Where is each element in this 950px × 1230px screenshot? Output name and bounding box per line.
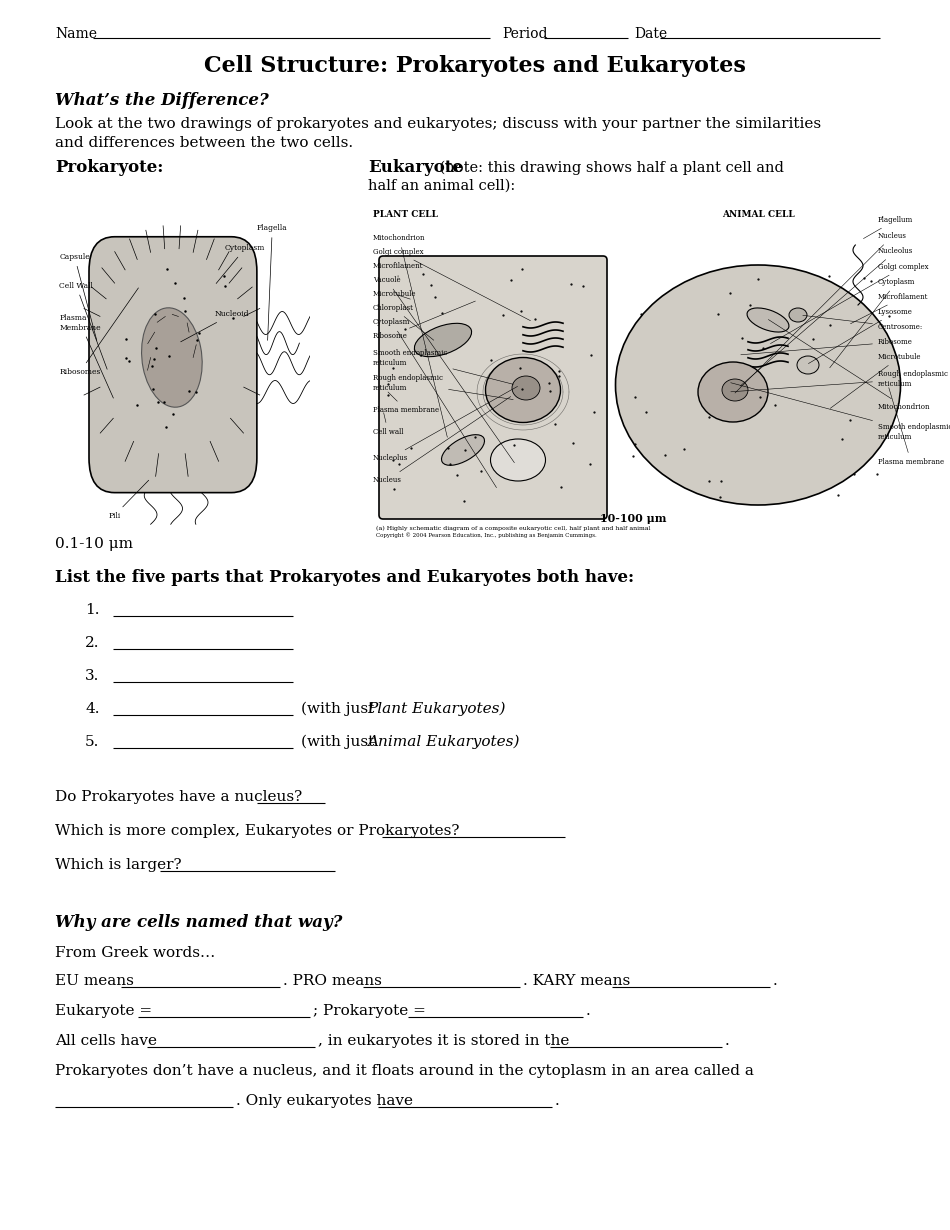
Text: .: . bbox=[586, 1004, 591, 1018]
Text: Microfilament: Microfilament bbox=[850, 293, 928, 323]
Text: Nucleus: Nucleus bbox=[735, 232, 907, 394]
Text: Which is larger?: Which is larger? bbox=[55, 859, 181, 872]
Text: Period: Period bbox=[502, 27, 547, 41]
Text: . PRO means: . PRO means bbox=[283, 974, 382, 988]
Text: .: . bbox=[773, 974, 778, 988]
Text: Nucleolus: Nucleolus bbox=[740, 247, 913, 386]
Text: 4.: 4. bbox=[85, 702, 100, 716]
Text: Pili: Pili bbox=[108, 480, 149, 519]
Text: (a) Highly schematic diagram of a composite eukaryotic cell, half plant and half: (a) Highly schematic diagram of a compos… bbox=[376, 525, 651, 531]
Text: What’s the Difference?: What’s the Difference? bbox=[55, 92, 269, 109]
Text: Chloroplast: Chloroplast bbox=[373, 304, 434, 341]
Text: Microfilament: Microfilament bbox=[373, 262, 424, 277]
Text: 2.: 2. bbox=[85, 636, 100, 649]
Ellipse shape bbox=[512, 376, 540, 400]
Text: Name: Name bbox=[55, 27, 97, 41]
Text: Ribosomes: Ribosomes bbox=[59, 288, 139, 376]
Text: EU means: EU means bbox=[55, 974, 134, 988]
Text: , in eukaryotes it is stored in the: , in eukaryotes it is stored in the bbox=[318, 1034, 569, 1048]
Text: Flagellum: Flagellum bbox=[864, 216, 913, 239]
Text: Which is more complex, Eukaryotes or Prokaryotes?: Which is more complex, Eukaryotes or Pro… bbox=[55, 824, 460, 838]
Text: Lysosome: Lysosome bbox=[808, 308, 913, 364]
Ellipse shape bbox=[722, 379, 748, 401]
Text: Ribosome: Ribosome bbox=[741, 338, 913, 354]
Text: Eukaryote =: Eukaryote = bbox=[55, 1004, 152, 1018]
Text: Look at the two drawings of prokaryotes and eukaryotes; discuss with your partne: Look at the two drawings of prokaryotes … bbox=[55, 117, 821, 132]
Text: Plasma membrane: Plasma membrane bbox=[878, 387, 944, 466]
Text: . KARY means: . KARY means bbox=[523, 974, 630, 988]
Text: (with just: (with just bbox=[301, 734, 379, 749]
Text: Date: Date bbox=[634, 27, 667, 41]
Text: Vacuole: Vacuole bbox=[373, 276, 514, 462]
Ellipse shape bbox=[797, 355, 819, 374]
Text: 5.: 5. bbox=[85, 736, 100, 749]
Text: . Only eukaryotes have: . Only eukaryotes have bbox=[236, 1093, 413, 1108]
Text: (note: this drawing shows half a plant cell and: (note: this drawing shows half a plant c… bbox=[435, 161, 784, 175]
Text: Nucleoid: Nucleoid bbox=[180, 310, 249, 342]
Text: From Greek words…: From Greek words… bbox=[55, 946, 216, 959]
Text: Cell Structure: Prokaryotes and Eukaryotes: Cell Structure: Prokaryotes and Eukaryot… bbox=[204, 55, 746, 77]
Text: Mitochondrion: Mitochondrion bbox=[769, 320, 930, 411]
Text: Nucleus: Nucleus bbox=[373, 396, 511, 483]
Text: Nucleolus: Nucleolus bbox=[373, 386, 518, 462]
Text: .: . bbox=[725, 1034, 730, 1048]
Text: Animal Eukaryotes): Animal Eukaryotes) bbox=[367, 734, 520, 749]
Text: Rough endoplasmic
reticulum: Rough endoplasmic reticulum bbox=[373, 374, 513, 400]
Text: Ribosome: Ribosome bbox=[373, 301, 475, 339]
Text: Eukaryote: Eukaryote bbox=[368, 159, 463, 176]
Ellipse shape bbox=[698, 362, 768, 422]
Text: Microtubule: Microtubule bbox=[830, 353, 921, 408]
Text: Cytoplasm: Cytoplasm bbox=[217, 245, 265, 283]
Text: Cell wall: Cell wall bbox=[373, 413, 404, 435]
Text: Do Prokaryotes have a nucleus?: Do Prokaryotes have a nucleus? bbox=[55, 790, 302, 804]
Text: ; Prokaryote =: ; Prokaryote = bbox=[313, 1004, 426, 1018]
Text: PLANT CELL: PLANT CELL bbox=[373, 210, 438, 219]
Text: Cytoplasm: Cytoplasm bbox=[373, 319, 497, 487]
Ellipse shape bbox=[485, 358, 560, 422]
Text: List the five parts that Prokaryotes and Eukaryotes both have:: List the five parts that Prokaryotes and… bbox=[55, 569, 635, 585]
Text: Rough endoplasmic
reticulum: Rough endoplasmic reticulum bbox=[731, 370, 948, 392]
Text: Prokaryote:: Prokaryote: bbox=[55, 159, 163, 176]
Text: 3.: 3. bbox=[85, 669, 100, 683]
Text: 10-100 μm: 10-100 μm bbox=[599, 513, 666, 524]
Text: Prokaryotes don’t have a nucleus, and it floats around in the cytoplasm in an ar: Prokaryotes don’t have a nucleus, and it… bbox=[55, 1064, 754, 1077]
Ellipse shape bbox=[490, 439, 545, 481]
Text: 0.1-10 μm: 0.1-10 μm bbox=[55, 538, 133, 551]
Text: Capsule: Capsule bbox=[59, 253, 97, 341]
Text: Centrosome:: Centrosome: bbox=[803, 315, 923, 331]
FancyBboxPatch shape bbox=[379, 256, 607, 519]
Text: Flagella: Flagella bbox=[256, 224, 288, 341]
Text: Mitochondrion: Mitochondrion bbox=[373, 234, 447, 438]
Text: Cytoplasm: Cytoplasm bbox=[829, 278, 916, 368]
Text: ANIMAL CELL: ANIMAL CELL bbox=[722, 210, 794, 219]
Text: Plasma membrane: Plasma membrane bbox=[373, 392, 439, 415]
Text: Smooth endoplasmic
reticulum: Smooth endoplasmic reticulum bbox=[373, 349, 513, 384]
Text: Smooth endoplasmic
reticulum: Smooth endoplasmic reticulum bbox=[731, 383, 950, 440]
Text: Golgi complex: Golgi complex bbox=[770, 263, 928, 343]
Ellipse shape bbox=[789, 308, 807, 322]
Text: and differences between the two cells.: and differences between the two cells. bbox=[55, 137, 353, 150]
Text: 1.: 1. bbox=[85, 603, 100, 617]
FancyBboxPatch shape bbox=[89, 236, 256, 493]
Ellipse shape bbox=[747, 308, 788, 332]
Text: Why are cells named that way?: Why are cells named that way? bbox=[55, 914, 342, 931]
Text: (with just: (with just bbox=[301, 701, 379, 716]
Text: .: . bbox=[555, 1093, 560, 1108]
Text: Cell Wall: Cell Wall bbox=[59, 282, 107, 369]
Text: half an animal cell):: half an animal cell): bbox=[368, 180, 515, 193]
Text: Plasma
Membrane: Plasma Membrane bbox=[59, 315, 113, 399]
Ellipse shape bbox=[414, 323, 471, 357]
Text: Golgi complex: Golgi complex bbox=[373, 248, 530, 321]
Ellipse shape bbox=[142, 308, 202, 407]
Ellipse shape bbox=[616, 264, 901, 506]
Ellipse shape bbox=[442, 434, 484, 465]
Text: Plant Eukaryotes): Plant Eukaryotes) bbox=[367, 701, 505, 716]
Text: Copyright © 2004 Pearson Education, Inc., publishing as Benjamin Cummings.: Copyright © 2004 Pearson Education, Inc.… bbox=[376, 533, 597, 538]
Text: Microtubule: Microtubule bbox=[373, 290, 416, 299]
Text: All cells have: All cells have bbox=[55, 1034, 157, 1048]
